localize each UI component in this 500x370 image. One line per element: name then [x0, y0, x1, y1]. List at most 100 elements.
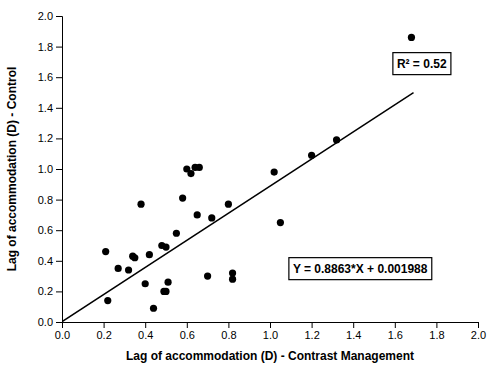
point	[208, 214, 215, 221]
point	[142, 280, 149, 287]
point	[179, 194, 186, 201]
point	[333, 136, 340, 143]
y-tick-mark	[56, 200, 62, 201]
x-axis: 0.0 0.2 0.4 0.6 0.8 1.0 1.2 1.4 1.6 1.8 2.0	[55, 322, 486, 341]
y-tick-label: 1.2	[38, 132, 53, 144]
point	[204, 273, 211, 280]
y-tick-label: 0.0	[38, 316, 53, 328]
x-tick-mark	[478, 322, 479, 328]
y-axis: 0.0 0.2 0.4 0.6 0.8 1.0 1.2 1.4 1.6 1.8 2.0	[38, 10, 63, 328]
y-tick-mark	[56, 47, 62, 48]
x-tick-mark	[395, 322, 396, 328]
y-tick-mark	[56, 261, 62, 262]
y-tick-mark	[56, 16, 62, 17]
y-tick: 1.2	[38, 132, 62, 144]
y-tick: 0.6	[38, 224, 62, 236]
point	[164, 279, 171, 286]
y-tick: 0.0	[38, 316, 62, 328]
y-tick-label: 0.2	[38, 285, 53, 297]
y-tick: 0.8	[38, 194, 62, 206]
x-tick-label: 1.4	[346, 329, 361, 341]
x-tick-mark	[145, 322, 146, 328]
y-tick: 2.0	[38, 10, 62, 22]
regression-line	[62, 93, 414, 322]
x-tick-label: 0.2	[96, 329, 111, 341]
y-tick-mark	[56, 322, 62, 323]
point	[125, 266, 132, 273]
point	[194, 211, 201, 218]
y-tick-label: 1.0	[38, 163, 53, 175]
y-axis-title: Lag of accommodation (D) - Control	[5, 67, 19, 272]
y-tick-mark	[56, 138, 62, 139]
annotation-box	[393, 53, 451, 75]
y-tick: 1.0	[38, 163, 62, 175]
point	[225, 201, 232, 208]
point	[162, 243, 169, 250]
point	[137, 201, 144, 208]
x-tick-label: 1.0	[263, 329, 278, 341]
y-tick-label: 1.6	[38, 71, 53, 83]
y-tick: 0.2	[38, 285, 62, 297]
x-tick-label: 0.8	[221, 329, 236, 341]
x-tick-mark	[353, 322, 354, 328]
y-tick-label: 0.6	[38, 224, 53, 236]
x-tick-mark	[187, 322, 188, 328]
point	[131, 254, 138, 261]
x-axis-line	[63, 323, 479, 329]
y-tick-mark	[56, 291, 62, 292]
y-tick-label: 1.8	[38, 41, 53, 53]
y-tick-label: 0.8	[38, 194, 53, 206]
annotation-box	[289, 258, 432, 280]
x-tick-mark	[104, 322, 105, 328]
x-tick-label: 1.2	[304, 329, 319, 341]
x-tick: 1.4	[346, 322, 361, 341]
plot: 0.00.20.40.60.81.01.21.41.61.82.00.00.20…	[38, 10, 486, 341]
point	[196, 164, 203, 171]
x-tick: 0.0	[55, 322, 70, 341]
annotations: R² = 0.52 Y = 0.8863*X + 0.001988	[289, 53, 451, 280]
x-tick-label: 1.8	[429, 329, 444, 341]
x-tick-mark	[228, 322, 229, 328]
y-tick: 1.4	[38, 102, 62, 114]
y-tick-mark	[56, 77, 62, 78]
y-tick-mark	[56, 108, 62, 109]
y-tick-mark	[56, 169, 62, 170]
y-tick: 0.4	[38, 255, 62, 267]
x-tick-mark	[436, 322, 437, 328]
x-tick: 0.6	[180, 322, 195, 341]
y-tick-mark	[56, 230, 62, 231]
point	[408, 34, 415, 41]
y-tick-label: 1.4	[38, 102, 53, 114]
x-tick-label: 2.0	[471, 329, 486, 341]
point	[277, 219, 284, 226]
x-tick: 1.2	[304, 322, 319, 341]
x-tick: 1.0	[263, 322, 278, 341]
x-tick: 1.6	[388, 322, 403, 341]
annotation: Y = 0.8863*X + 0.001988	[293, 262, 428, 276]
x-tick: 0.8	[221, 322, 236, 341]
x-tick: 1.8	[429, 322, 444, 341]
x-tick: 0.2	[96, 322, 111, 341]
y-tick-label: 2.0	[38, 10, 53, 22]
chart: 0.00.20.40.60.81.01.21.41.61.82.00.00.20…	[0, 0, 500, 370]
y-axis-line	[56, 17, 63, 323]
point	[173, 230, 180, 237]
point	[146, 251, 153, 258]
x-tick-mark	[270, 322, 271, 328]
x-tick-mark	[312, 322, 313, 328]
x-tick-label: 0.6	[180, 329, 195, 341]
point	[102, 248, 109, 255]
point	[308, 152, 315, 159]
point	[150, 305, 157, 312]
point	[115, 265, 122, 272]
x-tick: 0.4	[138, 322, 153, 341]
x-tick-label: 0.0	[55, 329, 70, 341]
point	[162, 288, 169, 295]
y-tick: 1.8	[38, 41, 62, 53]
x-tick: 2.0	[471, 322, 486, 341]
y-tick-label: 0.4	[38, 255, 53, 267]
point	[271, 168, 278, 175]
annotation: R² = 0.52	[397, 57, 447, 71]
point	[229, 269, 236, 276]
point	[104, 297, 111, 304]
